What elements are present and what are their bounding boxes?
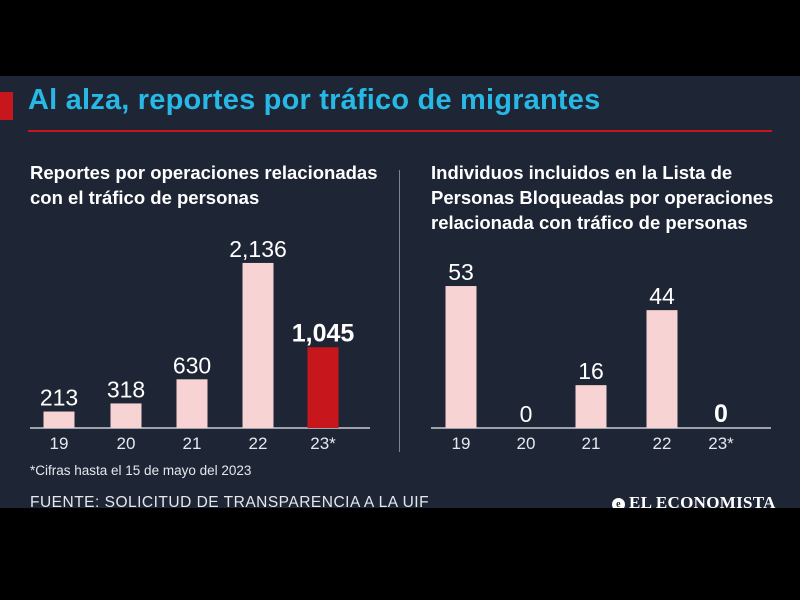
right-value-label: 16 (578, 358, 604, 384)
right-subtitle-line: Individuos incluidos en la Lista de (431, 162, 733, 183)
left-value-label: 630 (173, 352, 211, 378)
right-tick-label: 19 (452, 434, 471, 453)
right-tick-label: 22 (653, 434, 672, 453)
left-tick-label: 19 (50, 434, 69, 453)
right-chart-subtitle: Individuos incluidos en la Lista de Pers… (431, 160, 773, 235)
left-tick-label: 23* (310, 434, 336, 453)
chart-divider (399, 170, 400, 452)
right-tick-label: 23* (708, 434, 734, 453)
right-value-label: 0 (520, 401, 533, 427)
chart-panel (0, 76, 800, 508)
right-tick-label: 20 (517, 434, 536, 453)
left-subtitle-line: Reportes por operaciones relacionadas (30, 162, 378, 183)
brand-e-icon: e (612, 498, 625, 508)
left-subtitle-line: con el tráfico de personas (30, 187, 260, 208)
right-value-label: 44 (649, 283, 675, 309)
left-bar (43, 411, 75, 428)
left-tick-label: 22 (249, 434, 268, 453)
title-accent-bar (0, 92, 13, 120)
left-tick-label: 20 (117, 434, 136, 453)
left-bar (307, 347, 339, 428)
left-bar (110, 403, 142, 428)
left-value-label: 213 (40, 385, 78, 411)
left-tick-label: 21 (183, 434, 202, 453)
right-bar (646, 310, 678, 428)
right-value-label: 0 (714, 400, 728, 428)
footnote: *Cifras hasta el 15 de mayo del 2023 (30, 463, 252, 478)
right-subtitle-line: relacionada con tráfico de personas (431, 212, 748, 233)
left-value-label: 2,136 (229, 236, 287, 262)
right-tick-label: 21 (582, 434, 601, 453)
right-value-label: 53 (448, 259, 474, 285)
right-bar (445, 286, 477, 428)
right-subtitle-line: Personas Bloqueadas por operaciones (431, 187, 774, 208)
source-credit: FUENTE: SOLICITUD DE TRANSPARENCIA A LA … (30, 494, 430, 510)
left-chart-subtitle: Reportes por operaciones relacionadas co… (30, 160, 378, 210)
title-underline (28, 130, 772, 132)
left-value-label: 318 (107, 376, 145, 402)
right-bar (575, 385, 607, 428)
left-bar (242, 262, 274, 428)
page-title: Al alza, reportes por tráfico de migrant… (28, 84, 601, 116)
left-bar (176, 379, 208, 428)
brand-name: EL ECONOMISTA (629, 493, 776, 508)
left-value-label: 1,045 (292, 319, 355, 347)
brand-logo: e EL ECONOMISTA (612, 493, 776, 508)
